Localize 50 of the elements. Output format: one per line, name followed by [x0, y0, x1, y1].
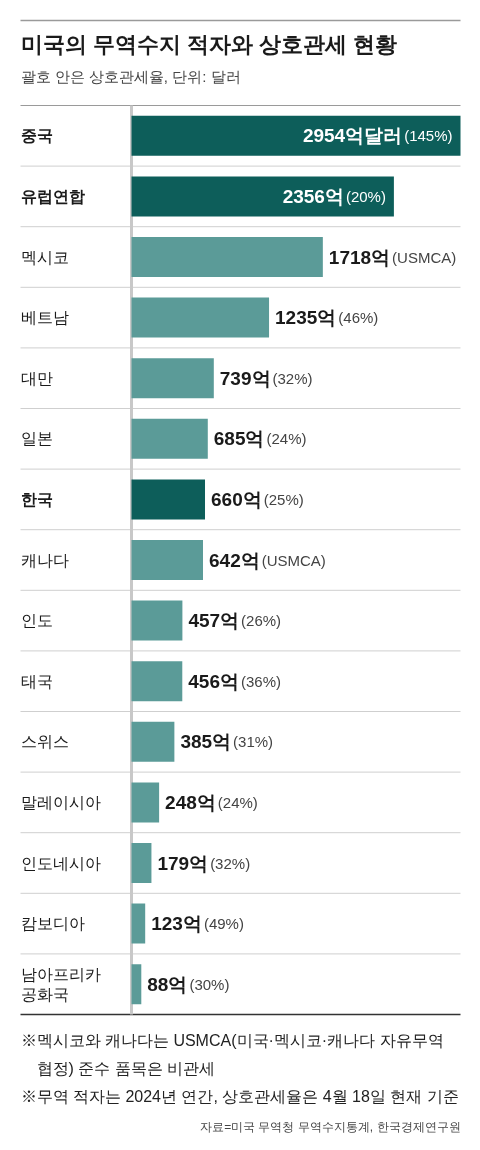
y-tick-label: 중국 — [20, 127, 53, 145]
bar — [131, 843, 152, 883]
data-label: 660억(25%) — [211, 488, 304, 510]
data-label: 248억(24%) — [165, 791, 258, 813]
y-tick-label: 인도네시아 — [20, 854, 101, 872]
y-tick-label: 일본 — [20, 430, 53, 448]
y-tick-label: 인도 — [20, 612, 53, 630]
data-label: 642억(USMCA) — [209, 549, 326, 571]
data-label: 457억(26%) — [188, 610, 282, 632]
bar — [131, 297, 270, 338]
text: ※멕시코와 캐나다는 USMCA(미국·멕시코·캐나다 자유무역 협정) 준수 품목은 비관세 — [20, 1032, 444, 1077]
bar — [131, 964, 142, 1005]
bar — [131, 479, 206, 520]
bar — [131, 782, 160, 823]
bar — [131, 358, 214, 399]
data-label: 456억(36%) — [188, 670, 281, 692]
data-label: 123억(49%) — [151, 913, 244, 935]
data-label: 2356억(20%) — [282, 185, 386, 207]
chart-subtitle: 괄호 안은 상호관세율, 단위: 달러 — [20, 68, 241, 85]
bar — [131, 176, 394, 217]
data-label: 385억(31%) — [180, 731, 274, 753]
chart-title: 미국의 무역수지 적자와 상호관세 현황 — [20, 32, 397, 57]
y-tick-label: 멕시코 — [20, 248, 69, 266]
y-tick-label: 유럽연합 — [20, 187, 85, 205]
data-label: 685억(24%) — [213, 428, 307, 450]
text: ※무역 적자는 2024년 연간, 상호관세율은 4월 18일 현재 기준 — [20, 1088, 459, 1105]
bar — [131, 115, 461, 156]
data-label: 739억(32%) — [219, 367, 313, 389]
bar — [131, 418, 208, 459]
bar — [131, 540, 203, 580]
y-tick-label: 캄보디아 — [20, 915, 85, 933]
data-label: 1718억(USMCA) — [328, 246, 457, 268]
y-tick-label: 태국 — [20, 672, 53, 690]
text: 자료=미국 무역청 무역수지통계, 한국경제연구원 — [200, 1119, 461, 1134]
bar — [131, 237, 323, 277]
y-tick-label: 캐나다 — [20, 551, 69, 569]
data-label: 179억(32%) — [157, 852, 251, 874]
bar — [131, 721, 175, 762]
bar — [131, 903, 146, 944]
y-tick-label: 대만 — [20, 369, 53, 387]
bar — [131, 600, 183, 641]
data-label: 2954억달러(145%) — [302, 125, 453, 147]
y-tick-label: 한국 — [20, 490, 53, 508]
bar — [131, 661, 183, 702]
y-tick-label: 베트남 — [20, 309, 69, 327]
y-tick-label: 남아프리카 공화국 — [20, 965, 101, 1003]
data-label: 1235억(46%) — [275, 307, 379, 329]
data-label: 88억(30%) — [147, 973, 230, 995]
y-tick-label: 스위스 — [20, 733, 69, 751]
y-tick-label: 말레이시아 — [20, 793, 101, 811]
